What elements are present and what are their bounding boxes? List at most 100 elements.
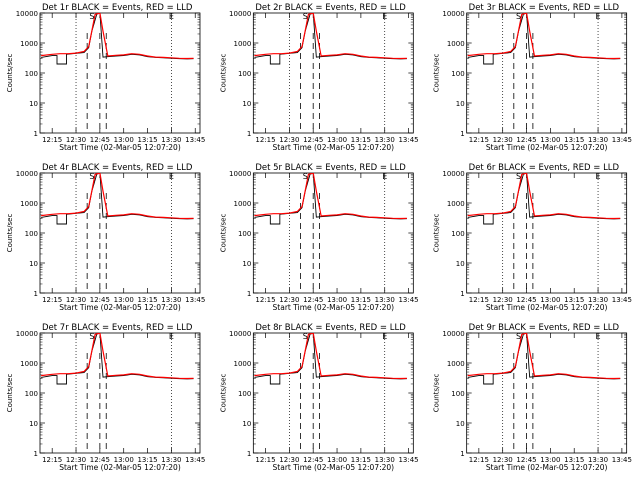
lld-series-line [254,333,407,380]
start-marker: S [516,172,521,181]
end-marker: E [382,172,387,181]
y-tick-label: 10000 [229,170,251,178]
y-tick-label: 1000 [447,360,465,368]
x-tick-label: 13:00 [540,136,560,144]
x-tick-label: 13:45 [398,136,418,144]
x-tick-label: 12:30 [493,456,513,464]
y-tick-label: 1 [247,290,251,298]
lld-series-line [41,173,194,220]
y-tick-label: 10000 [16,330,38,338]
y-tick-label: 1000 [234,360,252,368]
x-tick-label: 12:15 [255,456,275,464]
y-tick-label: 10000 [229,330,251,338]
x-tick-label: 12:45 [90,136,110,144]
y-tick-label: 1 [460,130,464,138]
y-tick-label: 1000 [20,40,38,48]
y-tick-label: 10000 [16,10,38,18]
x-axis-label: Start Time (02-Mar-05 12:07:20) [486,463,608,472]
x-tick-label: 13:30 [588,456,608,464]
start-marker: S [516,332,521,341]
end-marker: E [169,172,174,181]
x-tick-label: 12:30 [279,456,299,464]
x-tick-label: 13:30 [161,136,181,144]
x-tick-label: 13:15 [137,456,157,464]
x-tick-label: 12:15 [255,296,275,304]
x-tick-label: 13:15 [564,136,584,144]
plot-frame [466,172,628,294]
y-tick-label: 10 [456,420,465,428]
x-tick-label: 13:45 [185,296,205,304]
chart-title: Det 3r BLACK = Events, RED = LLD [469,3,620,13]
x-tick-label: 12:30 [493,136,513,144]
plot-frame [39,172,201,294]
x-tick-label: 12:30 [66,456,86,464]
y-tick-label: 100 [238,390,251,398]
x-tick-label: 12:15 [42,296,62,304]
y-tick-label: 100 [451,390,464,398]
x-tick-label: 13:45 [185,456,205,464]
x-tick-label: 13:30 [375,296,395,304]
y-tick-label: 100 [238,230,251,238]
chart-title: Det 9r BLACK = Events, RED = LLD [469,323,620,333]
x-tick-label: 13:00 [327,136,347,144]
y-tick-label: 100 [25,230,38,238]
y-tick-label: 1000 [447,200,465,208]
x-tick-label: 13:15 [351,296,371,304]
x-tick-label: 13:30 [161,456,181,464]
x-tick-label: 12:30 [279,296,299,304]
y-tick-label: 10000 [16,170,38,178]
plot-frame [39,332,201,454]
plot-frame [466,332,628,454]
y-tick-label: 1 [460,450,464,458]
x-tick-label: 13:00 [114,136,134,144]
x-tick-label: 13:15 [564,296,584,304]
x-tick-label: 13:00 [540,456,560,464]
y-tick-label: 1000 [447,40,465,48]
y-tick-label: 100 [451,230,464,238]
chart-panel: Det 9r BLACK = Events, RED = LLD 1 10 100 10… [433,323,632,472]
x-tick-label: 13:30 [588,296,608,304]
x-axis-label: Start Time (02-Mar-05 12:07:20) [273,143,395,152]
y-tick-label: 1000 [234,200,252,208]
chart-panel: Det 1r BLACK = Events, RED = LLD 1 10 100 10… [6,3,205,152]
y-tick-label: 10 [242,100,251,108]
x-tick-label: 12:15 [42,456,62,464]
y-tick-label: 100 [25,390,38,398]
y-tick-label: 100 [25,70,38,78]
x-tick-label: 13:00 [540,296,560,304]
x-tick-label: 13:30 [375,456,395,464]
x-tick-label: 12:15 [469,456,489,464]
x-tick-label: 13:45 [398,456,418,464]
x-axis-label: Start Time (02-Mar-05 12:07:20) [273,303,395,312]
y-tick-label: 1 [34,450,38,458]
x-tick-label: 12:45 [303,296,323,304]
x-tick-label: 12:45 [516,456,536,464]
y-tick-label: 1 [34,290,38,298]
end-marker: E [596,332,601,341]
start-marker: S [89,172,94,181]
y-tick-label: 10000 [442,330,464,338]
y-tick-label: 1 [460,290,464,298]
plot-frame [252,172,414,294]
x-tick-label: 13:30 [161,296,181,304]
chart-panel: Det 2r BLACK = Events, RED = LLD 1 10 100 10… [219,3,418,152]
x-tick-label: 13:15 [137,296,157,304]
start-marker: S [89,12,94,21]
x-tick-label: 13:15 [351,136,371,144]
x-tick-label: 13:00 [114,456,134,464]
x-tick-label: 13:45 [185,136,205,144]
x-tick-label: 13:15 [351,456,371,464]
x-tick-label: 13:45 [398,296,418,304]
y-axis-label: Counts/sec [433,374,441,413]
lld-series-line [41,13,194,60]
x-tick-label: 13:45 [612,136,632,144]
chart-title: Det 1r BLACK = Events, RED = LLD [42,3,193,13]
x-tick-label: 13:00 [327,456,347,464]
chart-title: Det 6r BLACK = Events, RED = LLD [469,163,620,173]
y-tick-label: 1000 [20,360,38,368]
plot-frame [39,12,201,134]
chart-panel: Det 7r BLACK = Events, RED = LLD 1 10 100 10… [6,323,205,472]
x-tick-label: 12:45 [516,136,536,144]
x-tick-label: 12:45 [516,296,536,304]
end-marker: E [596,12,601,21]
